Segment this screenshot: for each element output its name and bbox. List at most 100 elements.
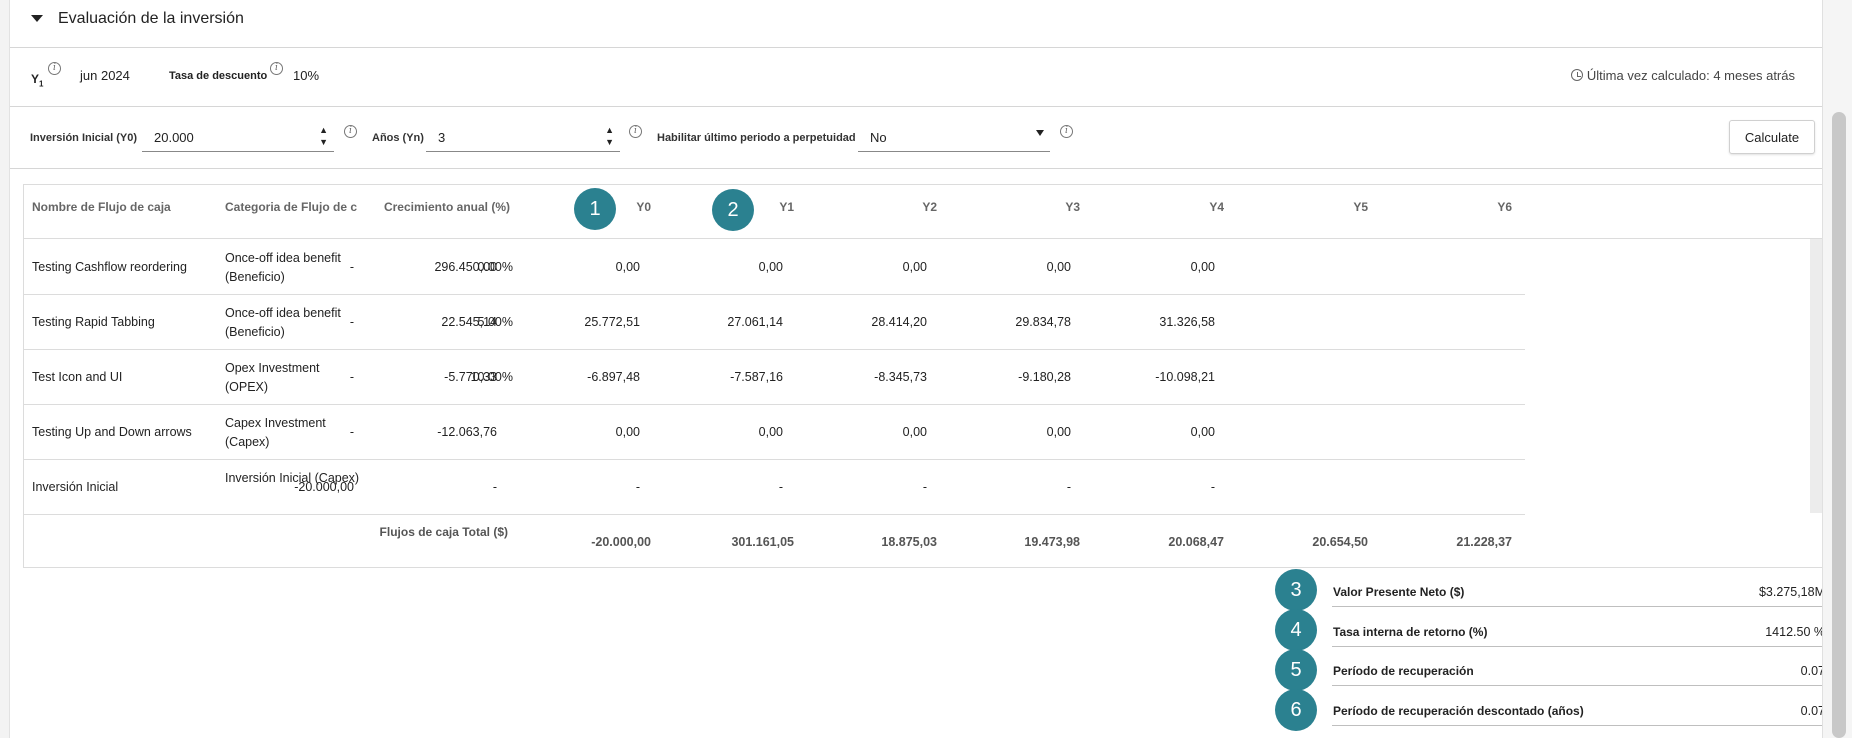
clock-icon [1570, 69, 1583, 81]
perpetuity-select[interactable]: No [858, 122, 1050, 152]
cashflow-y3: - [778, 480, 783, 494]
initial-investment-label: Inversión Inicial (Y0) [30, 132, 137, 144]
cashflow-y3: 0,00 [758, 260, 783, 274]
cashflow-y1: -5.770,33 [444, 370, 497, 384]
cashflow-name: Inversión Inicial [32, 480, 119, 494]
cashflow-y0: - [349, 425, 354, 439]
table-row: Inversión Inicial Inversión Inicial (Cape… [24, 460, 1525, 515]
header-y6: Y6 [1497, 200, 1512, 214]
cashflow-y4: 0,00 [902, 425, 927, 439]
y1-value: jun 2024 [80, 68, 130, 83]
years-input[interactable]: 3 ▲ ▼ [426, 122, 620, 152]
annotation-badge-6: 6 [1275, 689, 1317, 731]
years-info-icon[interactable]: i [629, 125, 642, 138]
cashflow-y2: - [635, 480, 640, 494]
cashflow-y2: 25.772,51 [584, 315, 640, 329]
cashflow-y4: -8.345,73 [874, 370, 927, 384]
summary-irr: Tasa interna de retorno (%) 1412.50 % [1332, 612, 1826, 652]
cashflow-y6: 0,00 [1190, 425, 1215, 439]
cashflow-y1: - [492, 480, 497, 494]
header-y4: Y4 [1209, 200, 1224, 214]
initial-investment-stepper[interactable]: ▲ ▼ [319, 125, 328, 147]
cashflow-table: Nombre de Flujo de caja Categoria de Flu… [23, 184, 1823, 568]
annotation-badge-1: 1 [574, 188, 616, 230]
cashflow-name: Testing Up and Down arrows [32, 425, 192, 439]
cashflow-name: Test Icon and UI [32, 370, 123, 384]
cashflow-y1: -12.063,76 [437, 425, 497, 439]
total-y5: 20.654,50 [1312, 535, 1368, 549]
header-category: Categoria de Flujo de c [225, 200, 358, 214]
table-header: Nombre de Flujo de caja Categoria de Flu… [24, 185, 1822, 239]
annotation-badge-4: 4 [1275, 609, 1317, 651]
cashflow-y5: - [1066, 480, 1071, 494]
collapse-caret-icon[interactable] [31, 15, 43, 22]
cashflow-growth: 0.00% [477, 260, 513, 274]
page-scrollbar-thumb[interactable] [1832, 112, 1846, 738]
cashflow-y3: -7.587,16 [730, 370, 783, 384]
cashflow-y2: 0,00 [615, 425, 640, 439]
total-y4: 20.068,47 [1168, 535, 1224, 549]
cashflow-category: Capex Investment (Capex) [225, 416, 326, 449]
investment-evaluation-panel: Evaluación de la inversión Y1 i jun 2024… [9, 0, 1826, 738]
cashflow-y3: 0,00 [758, 425, 783, 439]
calculate-button[interactable]: Calculate [1729, 120, 1815, 154]
table-row: Testing Cashflow reordering Once-off idea… [24, 240, 1525, 295]
table-scrollbar[interactable] [1810, 239, 1822, 513]
cashflow-y0: -20.000,00 [294, 480, 354, 494]
cashflow-y6: -10.098,21 [1155, 370, 1215, 384]
cashflow-y5: 0,00 [1046, 425, 1071, 439]
cashflow-y5: 0,00 [1046, 260, 1071, 274]
total-label: Flujos de caja Total ($) [379, 525, 508, 539]
cashflow-category: Once-off idea benefit (Beneficio) [225, 251, 341, 284]
cashflow-growth: 10.00% [470, 370, 513, 384]
cashflow-y1: 296.450,00 [434, 260, 497, 274]
cashflow-y6: 31.326,58 [1159, 315, 1215, 329]
perpetuity-label: Habilitar último periodo a perpetuidad [657, 132, 856, 144]
discount-rate-value: 10% [293, 68, 320, 83]
cashflow-y5: 29.834,78 [1015, 315, 1071, 329]
cashflow-category: Opex Investment (OPEX) [225, 361, 320, 394]
last-calculated: Última vez calculado: 4 meses atrás [1570, 68, 1795, 83]
summary-discounted-payback: Período de recuperación descontado (años… [1332, 691, 1826, 731]
header-y0: Y0 [636, 200, 651, 214]
initial-investment-input[interactable]: 20.000 ▲ ▼ [142, 122, 334, 152]
cashflow-y2: 0,00 [615, 260, 640, 274]
section-header[interactable]: Evaluación de la inversión [10, 0, 1823, 48]
total-y2: 18.875,03 [881, 535, 937, 549]
chevron-down-icon [1036, 130, 1044, 136]
total-row: Flujos de caja Total ($) -20.000,00 301.… [24, 515, 1822, 567]
table-row: Test Icon and UI Opex Investment (OPEX) 10… [24, 350, 1525, 405]
summary-payback: Período de recuperación 0.07 [1332, 651, 1826, 691]
initial-investment-info-icon[interactable]: i [344, 125, 357, 138]
section-title: Evaluación de la inversión [58, 10, 244, 27]
y1-info-icon[interactable]: i [48, 62, 61, 75]
years-stepper[interactable]: ▲ ▼ [605, 125, 614, 147]
cashflow-y4: - [922, 480, 927, 494]
discount-rate-label: Tasa de descuento [169, 70, 268, 82]
total-y3: 19.473,98 [1024, 535, 1080, 549]
cashflow-y4: 28.414,20 [871, 315, 927, 329]
years-label: Años (Yn) [372, 132, 424, 144]
discount-rate-info-icon[interactable]: i [270, 62, 283, 75]
cashflow-category: Inversión Inicial (Capex) [225, 471, 360, 485]
cashflow-y2: -6.897,48 [587, 370, 640, 384]
cashflow-y0: - [349, 260, 354, 274]
cashflow-y0: - [349, 315, 354, 329]
summary-npv: Valor Presente Neto ($) $3.275,18M [1332, 572, 1826, 612]
annotation-badge-2: 2 [712, 189, 754, 231]
input-row: Inversión Inicial (Y0) 20.000 ▲ ▼ i Años … [10, 107, 1823, 169]
annotation-badge-3: 3 [1275, 569, 1317, 611]
cashflow-y3: 27.061,14 [727, 315, 783, 329]
header-y5: Y5 [1353, 200, 1368, 214]
y1-label: Y1 [31, 72, 44, 89]
cashflow-y4: 0,00 [902, 260, 927, 274]
header-growth: Crecimiento anual (%) [383, 200, 510, 214]
cashflow-name: Testing Rapid Tabbing [32, 315, 155, 329]
cashflow-y5: -9.180,28 [1018, 370, 1071, 384]
table-row: Testing Rapid Tabbing Once-off idea benef… [24, 295, 1525, 350]
header-y2: Y2 [922, 200, 937, 214]
table-row: Testing Up and Down arrows Capex Investme… [24, 405, 1525, 460]
perpetuity-info-icon[interactable]: i [1060, 125, 1073, 138]
header-y1: Y1 [779, 200, 794, 214]
page-scrollbar[interactable] [1822, 0, 1852, 738]
